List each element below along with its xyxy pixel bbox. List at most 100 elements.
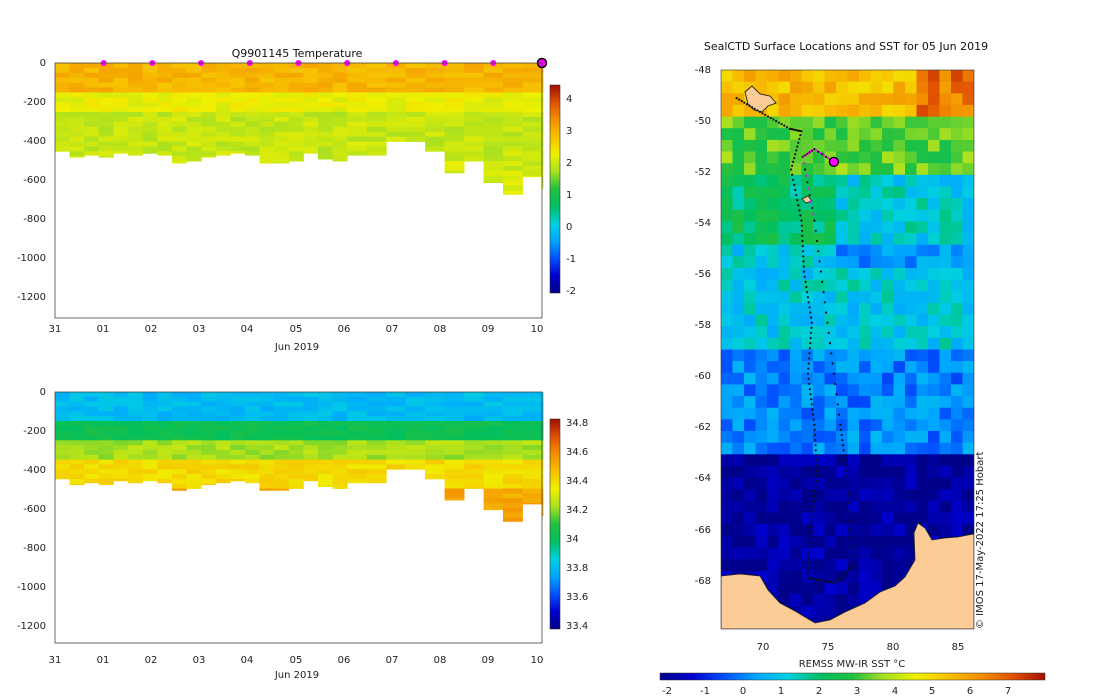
salinity-cell xyxy=(259,416,275,422)
sst-cell xyxy=(928,361,941,374)
salinity-cell xyxy=(55,449,70,456)
salinity-cell xyxy=(259,430,275,436)
salinity-cell xyxy=(503,411,523,417)
sst-cell xyxy=(951,396,964,409)
sst-cell xyxy=(882,407,895,420)
temperature-cell xyxy=(444,92,465,98)
sst-cell xyxy=(882,431,895,444)
temperature-cell xyxy=(259,77,275,83)
temperature-cell xyxy=(425,141,445,147)
temperature-cell xyxy=(288,107,304,113)
track-dot xyxy=(821,153,824,156)
track-dot xyxy=(827,331,830,334)
temperature-cell xyxy=(483,146,504,152)
sst-cell xyxy=(778,279,791,292)
sst-cell xyxy=(721,268,734,281)
salinity-cell xyxy=(288,464,304,470)
sal-xtick-4: 04 xyxy=(241,655,254,666)
sst-cell xyxy=(824,431,837,444)
sst-cell xyxy=(882,151,895,164)
sst-cell xyxy=(721,279,734,292)
track-dot xyxy=(806,372,810,375)
track-dot xyxy=(785,126,789,129)
salinity-cell xyxy=(386,435,407,441)
track-dot xyxy=(811,408,814,411)
sst-cell xyxy=(801,466,814,479)
sst-cell xyxy=(939,454,952,467)
temperature-cell xyxy=(113,67,129,74)
salinity-cell xyxy=(503,507,523,513)
sst-cell xyxy=(847,512,860,525)
temperature-cell xyxy=(405,72,426,79)
temperature-cell xyxy=(215,151,231,156)
sst-cell xyxy=(744,407,757,420)
sst-cell xyxy=(790,431,803,444)
temperature-cell xyxy=(522,116,543,123)
salinity-cell xyxy=(128,396,144,402)
sst-cell xyxy=(882,466,895,479)
salinity-cell xyxy=(244,469,260,475)
sst-cell xyxy=(732,361,745,374)
sst-cell xyxy=(755,477,768,490)
sst-cell xyxy=(882,279,895,292)
temperature-cell xyxy=(542,141,544,147)
track-dot xyxy=(814,439,817,442)
salinity-cell xyxy=(113,401,129,407)
sst-cell xyxy=(801,419,814,432)
sst-cell xyxy=(732,302,745,316)
salinity-cell xyxy=(318,440,333,446)
salinity-cell xyxy=(55,430,70,436)
lat-tick-62: -62 xyxy=(695,422,711,433)
salinity-cell xyxy=(483,392,504,398)
sst-cell xyxy=(916,244,929,257)
sst-cell xyxy=(893,326,906,339)
sst-cell xyxy=(847,93,860,106)
salinity-cell xyxy=(186,454,202,460)
sst-cell xyxy=(721,186,734,199)
track-dot xyxy=(844,571,847,574)
track-dot xyxy=(828,342,832,345)
salinity-cell xyxy=(444,445,465,451)
salinity-cell xyxy=(55,416,70,422)
track-dot xyxy=(803,275,806,278)
temperature-cell xyxy=(444,161,465,167)
sst-cell xyxy=(916,233,929,246)
salinity-cell xyxy=(171,416,187,422)
temperature-cell xyxy=(425,87,445,93)
temperature-cell xyxy=(142,141,158,147)
sst-cell xyxy=(836,70,849,83)
salinity-cell xyxy=(347,464,368,470)
track-dot xyxy=(812,505,815,508)
sst-cbar-tick-7: 7 xyxy=(1005,686,1011,697)
track-dot xyxy=(825,580,828,583)
salinity-cell xyxy=(464,449,484,456)
temperature-cell xyxy=(386,92,407,98)
salinity-cell xyxy=(288,401,304,407)
sst-cell xyxy=(721,419,734,432)
sst-cell xyxy=(893,81,906,94)
temperature-cell xyxy=(444,126,465,133)
sst-cell xyxy=(744,337,757,351)
track-dot xyxy=(814,444,817,447)
temperature-cell xyxy=(157,107,173,113)
sst-cell xyxy=(859,570,872,583)
sst-cell xyxy=(893,174,906,187)
temperature-cell xyxy=(84,72,100,79)
sst-cell xyxy=(836,512,849,525)
temperature-cell xyxy=(503,141,523,147)
sst-cell xyxy=(801,477,814,490)
temperature-cell xyxy=(142,67,158,74)
salinity-cell xyxy=(274,464,290,470)
sst-cell xyxy=(790,547,803,560)
temperature-cell xyxy=(366,146,387,152)
sst-cell xyxy=(859,291,872,304)
temperature-cell xyxy=(157,102,173,108)
sst-cell xyxy=(916,489,929,502)
track-dot xyxy=(810,520,813,523)
sst-cell xyxy=(916,93,929,106)
salinity-cell xyxy=(186,474,202,480)
salinity-cell xyxy=(157,449,173,456)
temperature-cell xyxy=(128,107,144,113)
temperature-cell xyxy=(201,146,217,152)
salinity-cell xyxy=(542,459,544,465)
